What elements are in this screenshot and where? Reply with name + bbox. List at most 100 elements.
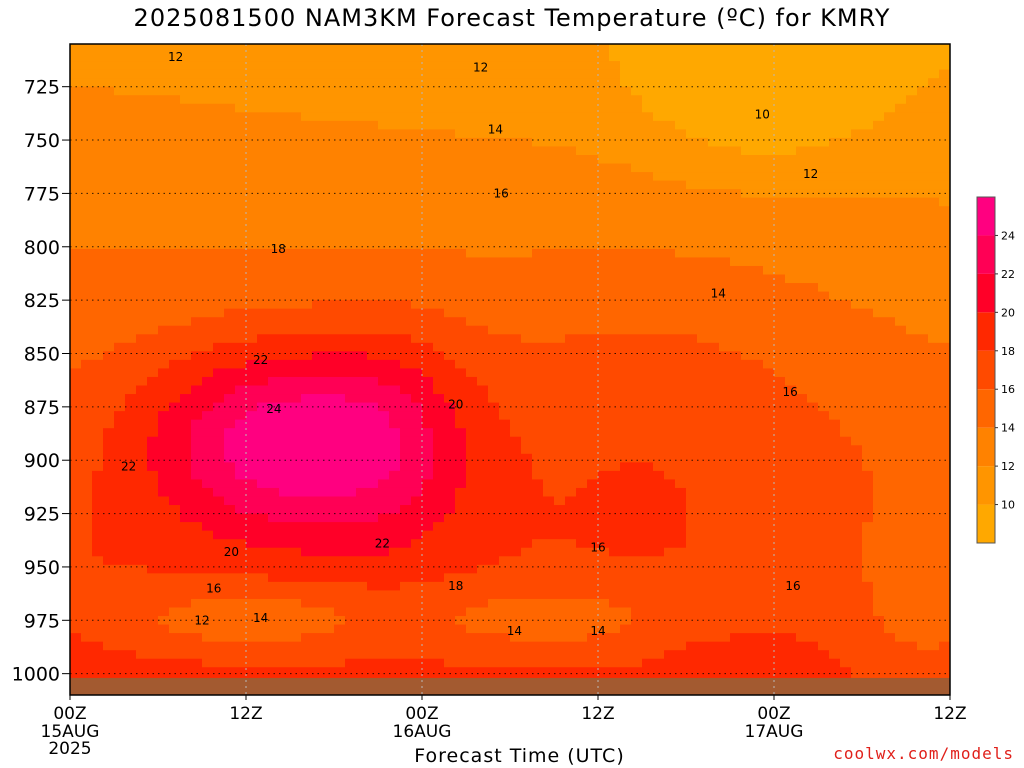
field-cell — [763, 240, 775, 250]
field-cell — [631, 496, 643, 506]
field-cell — [180, 624, 192, 634]
field-cell — [191, 214, 203, 224]
field-cell — [400, 359, 412, 370]
field-cell — [180, 564, 192, 574]
field-cell — [290, 283, 302, 293]
field-cell — [334, 547, 346, 557]
field-cell — [488, 308, 500, 318]
field-cell — [642, 146, 654, 156]
field-cell — [521, 214, 533, 224]
field-cell — [620, 411, 632, 421]
field-cell — [455, 86, 467, 96]
field-cell — [708, 505, 720, 515]
field-cell — [620, 61, 632, 71]
field-cell — [576, 385, 588, 395]
field-cell — [70, 240, 82, 250]
field-cell — [510, 351, 522, 361]
field-cell — [268, 223, 280, 233]
field-cell — [312, 95, 324, 105]
field-cell — [279, 69, 291, 79]
field-cell — [213, 44, 225, 54]
field-cell — [312, 547, 324, 557]
field-cell — [136, 231, 148, 241]
field-cell — [521, 581, 533, 592]
field-cell — [752, 129, 764, 139]
field-cell — [719, 197, 731, 207]
field-cell — [147, 103, 159, 113]
field-cell — [620, 129, 632, 139]
field-cell — [499, 479, 511, 489]
field-cell — [664, 479, 676, 489]
field-cell — [697, 470, 709, 481]
field-cell — [510, 240, 522, 250]
field-cell — [488, 624, 500, 634]
field-cell — [653, 351, 665, 361]
field-cell — [235, 505, 247, 515]
field-cell — [224, 154, 236, 165]
field-cell — [356, 667, 368, 677]
field-cell — [323, 129, 335, 139]
field-cell — [235, 445, 247, 455]
field-cell — [235, 137, 247, 148]
field-cell — [367, 547, 379, 557]
field-cell — [158, 641, 170, 651]
field-cell — [235, 479, 247, 489]
field-cell — [213, 394, 225, 404]
field-cell — [158, 573, 170, 583]
field-cell — [235, 633, 247, 643]
field-cell — [378, 513, 390, 523]
field-cell — [246, 573, 258, 583]
field-cell — [466, 607, 478, 617]
field-cell — [774, 564, 786, 574]
field-cell — [257, 86, 269, 96]
field-cell — [565, 274, 577, 284]
field-cell — [466, 411, 478, 421]
field-cell — [400, 180, 412, 190]
field-cell — [312, 248, 324, 259]
field-cell — [499, 317, 511, 327]
field-cell — [246, 146, 258, 156]
field-cell — [422, 505, 434, 515]
field-cell — [521, 206, 533, 216]
field-cell — [334, 573, 346, 583]
field-cell — [730, 539, 742, 549]
field-cell — [235, 641, 247, 651]
field-cell — [334, 120, 346, 130]
field-cell — [697, 359, 709, 370]
field-cell — [444, 274, 456, 284]
field-cell — [653, 129, 665, 139]
field-cell — [631, 419, 643, 429]
field-cell — [433, 667, 445, 677]
field-cell — [708, 573, 720, 583]
field-cell — [774, 300, 786, 310]
field-cell — [455, 265, 467, 276]
field-cell — [422, 317, 434, 327]
field-cell — [345, 394, 357, 404]
field-cell — [411, 624, 423, 634]
field-cell — [169, 265, 181, 276]
field-cell — [312, 479, 324, 489]
field-cell — [224, 69, 236, 79]
field-cell — [257, 342, 269, 352]
field-cell — [345, 78, 357, 88]
field-cell — [433, 368, 445, 378]
field-cell — [664, 436, 676, 446]
field-cell — [686, 197, 698, 207]
field-cell — [433, 172, 445, 182]
field-cell — [158, 590, 170, 600]
field-cell — [730, 257, 742, 267]
field-cell — [70, 214, 82, 224]
field-cell — [169, 172, 181, 182]
field-cell — [763, 231, 775, 241]
field-cell — [433, 607, 445, 617]
field-cell — [279, 641, 291, 651]
field-cell — [686, 129, 698, 139]
field-cell — [202, 573, 214, 583]
field-cell — [532, 154, 544, 165]
field-cell — [191, 44, 203, 54]
field-cell — [191, 385, 203, 395]
field-cell — [70, 641, 82, 651]
field-cell — [422, 61, 434, 71]
field-cell — [444, 69, 456, 79]
field-cell — [488, 206, 500, 216]
